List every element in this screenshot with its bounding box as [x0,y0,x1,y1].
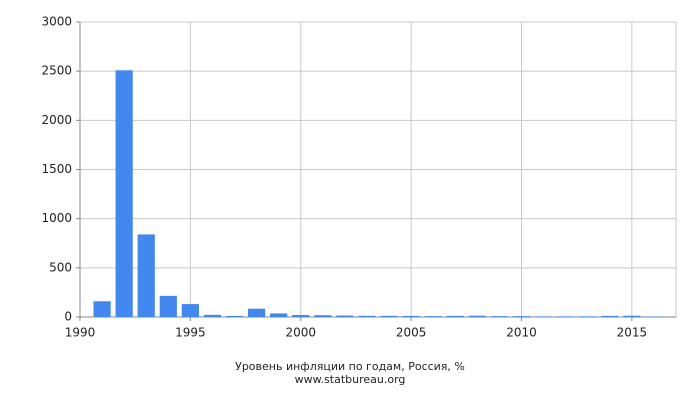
bar [534,316,553,317]
y-tick-label: 3000 [41,15,72,29]
bar [402,315,420,317]
bar [490,316,509,317]
x-tick-label: 2015 [617,326,648,340]
bar [623,315,641,317]
bar [645,316,663,317]
bar [380,315,398,317]
bar [292,315,310,317]
y-tick-label: 1000 [41,211,72,225]
bar [203,314,222,317]
x-tick-label: 2005 [396,326,427,340]
bar [336,315,354,317]
bar [358,315,376,317]
y-tick-label: 500 [49,260,72,274]
y-tick-label: 1500 [41,162,72,176]
x-tick-label: 1990 [65,326,96,340]
x-tick-label: 2000 [285,326,316,340]
y-tick-label: 0 [64,310,72,324]
bar [137,234,155,317]
bar [93,301,111,317]
bar [468,315,486,317]
y-tick-label: 2500 [41,64,72,78]
x-tick-label: 1995 [175,326,206,340]
y-tick-label: 2000 [41,113,72,127]
bar [181,304,199,317]
bar [512,316,531,317]
bar [601,315,619,317]
bar [247,308,266,317]
bar [446,315,464,317]
caption: Уровень инфляции по годам, Россия, % [235,360,465,373]
bar [225,315,244,317]
bar [579,316,597,317]
source: www.statbureau.org [295,373,406,386]
bar [424,316,442,317]
bar [557,316,575,317]
bar [115,70,133,317]
bar [270,313,288,317]
bar [159,295,177,317]
x-tick-label: 2010 [506,326,537,340]
bar [314,315,332,317]
